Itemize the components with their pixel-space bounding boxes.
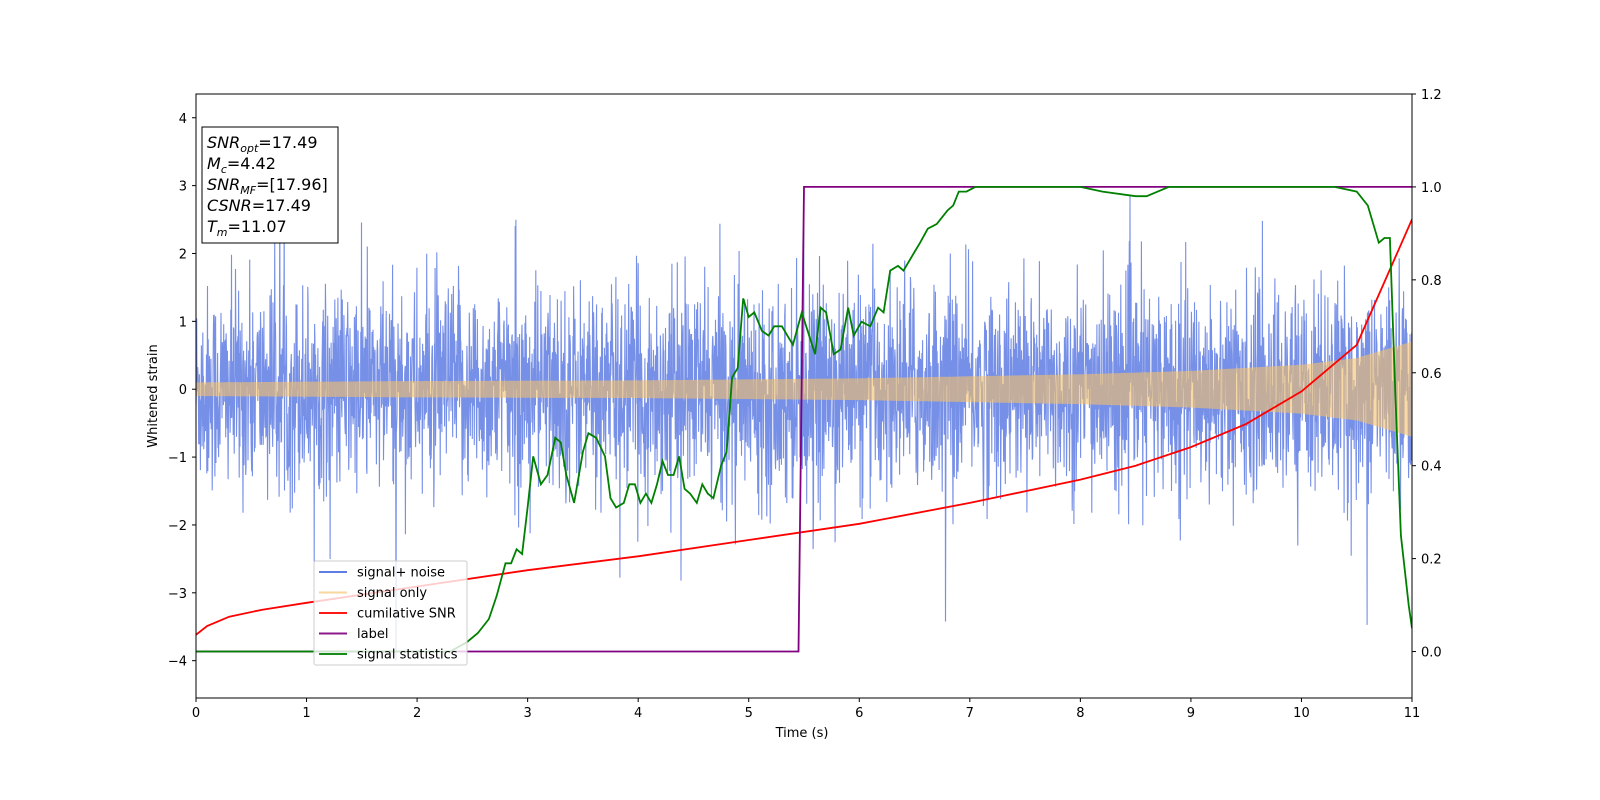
y-right-tick-label: 0.0 [1421, 646, 1442, 661]
legend-frame [313, 560, 468, 666]
series-cumulative-snr [196, 219, 1412, 636]
x-tick-label: 2 [413, 706, 421, 721]
x-tick-label: 9 [1187, 706, 1195, 721]
x-tick-label: 7 [966, 706, 974, 721]
y-right-tick-label: 0.8 [1421, 274, 1442, 289]
info-line: SNRopt=17.49 [207, 133, 318, 155]
y-axis-right: 0.0 0.2 0.4 0.6 0.8 1.0 1.2 [1412, 88, 1442, 661]
x-tick-label: 4 [634, 706, 642, 721]
x-tick-label: 5 [745, 706, 753, 721]
y-left-tick-label: −1 [168, 451, 187, 466]
y-axis-label: Whitened strain [146, 344, 161, 447]
series-signal-statistics [196, 186, 1412, 653]
info-line: CSNR=17.49 [207, 196, 311, 215]
y-right-tick-label: 0.6 [1421, 367, 1442, 382]
plot-frame [195, 93, 1413, 699]
series-label [196, 186, 1412, 653]
y-left-tick-label: 0 [179, 383, 187, 398]
y-left-tick-label: 4 [179, 112, 187, 127]
legend-label: signal only [357, 586, 427, 601]
info-box: SNRopt=17.49Mc=4.42SNRMF=[17.96]CSNR=17.… [201, 126, 339, 244]
y-right-tick-label: 0.4 [1421, 460, 1442, 475]
legend-label: label [357, 627, 388, 642]
y-left-tick-label: −4 [168, 655, 187, 670]
y-axis-left: 4 3 2 1 0 −1 −2 −3 −4 [168, 112, 196, 670]
x-tick-label: 0 [192, 706, 200, 721]
legend: signal+ noise signal only cumilative SNR la… [313, 560, 468, 666]
series-signal-only [196, 341, 1412, 437]
x-tick-label: 1 [302, 706, 310, 721]
info-box-frame [201, 126, 339, 244]
y-right-tick-label: 1.0 [1421, 181, 1442, 196]
y-right-tick-label: 1.2 [1421, 88, 1442, 103]
legend-label: signal statistics [357, 648, 458, 663]
x-tick-label: 11 [1404, 706, 1421, 721]
info-line: SNRMF=[17.96] [207, 175, 328, 197]
legend-label: cumilative SNR [357, 607, 456, 622]
y-left-tick-label: 3 [179, 180, 187, 195]
x-tick-label: 3 [523, 706, 531, 721]
y-left-tick-label: 2 [179, 247, 187, 262]
y-left-tick-label: 1 [179, 315, 187, 330]
x-tick-label: 6 [855, 706, 863, 721]
legend-label: signal+ noise [357, 566, 445, 581]
x-axis-label: Time (s) [775, 726, 829, 741]
x-tick-label: 10 [1293, 706, 1310, 721]
info-line: Mc=4.42 [207, 154, 276, 176]
series-layer [196, 177, 1412, 661]
y-left-tick-label: −3 [168, 587, 187, 602]
x-axis: 0 1 2 3 4 5 6 7 8 9 10 11 [192, 698, 1420, 721]
x-tick-label: 8 [1076, 706, 1084, 721]
y-right-tick-label: 0.2 [1421, 553, 1442, 568]
info-line: Tm=11.07 [207, 217, 287, 239]
y-left-tick-label: −2 [168, 519, 187, 534]
